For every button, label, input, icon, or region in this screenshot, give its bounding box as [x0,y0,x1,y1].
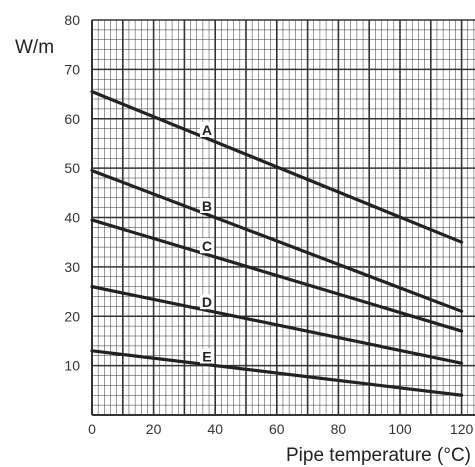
y-tick-label: 30 [64,259,80,275]
series-label-b: B [202,198,212,214]
series-label-c: C [202,238,212,254]
series-lines [90,89,464,397]
x-axis-title: Pipe temperature (°C) [286,445,471,466]
series-label-bg [199,197,214,213]
y-tick-label: 10 [64,358,80,374]
series-label-bg [199,294,214,310]
series-labels: A B C D E [199,122,214,365]
grid [91,19,475,416]
x-tick-label: 60 [269,421,285,437]
x-tick-label: 120 [450,421,474,437]
y-axis-title: W/m [15,37,54,58]
y-tick-label: 20 [64,308,80,324]
series-label-bg [199,348,214,364]
x-tick-label: 100 [388,421,412,437]
series-label-d: D [202,294,212,310]
y-tick-label: 40 [64,210,80,226]
x-tick-label: 80 [331,421,347,437]
series-label-bg [199,238,214,254]
tick-labels: 0 20 40 60 80 100 120 10 20 30 40 50 60 70 80 [64,12,473,437]
y-tick-label: 60 [64,111,80,127]
y-tick-label: 80 [64,12,80,28]
series-line-d [90,285,464,365]
series-line-c [90,218,464,333]
series-line-b [90,168,464,313]
series-label-e: E [202,349,211,365]
y-tick-label: 70 [64,61,80,77]
y-tick-label: 50 [64,160,80,176]
x-tick-label: 40 [207,421,223,437]
series-label-a: A [202,122,212,138]
series-label-bg [199,122,214,138]
x-tick-label: 0 [88,421,96,437]
x-tick-label: 20 [146,421,162,437]
series-line-e [90,349,464,397]
series-line-a [90,89,464,244]
